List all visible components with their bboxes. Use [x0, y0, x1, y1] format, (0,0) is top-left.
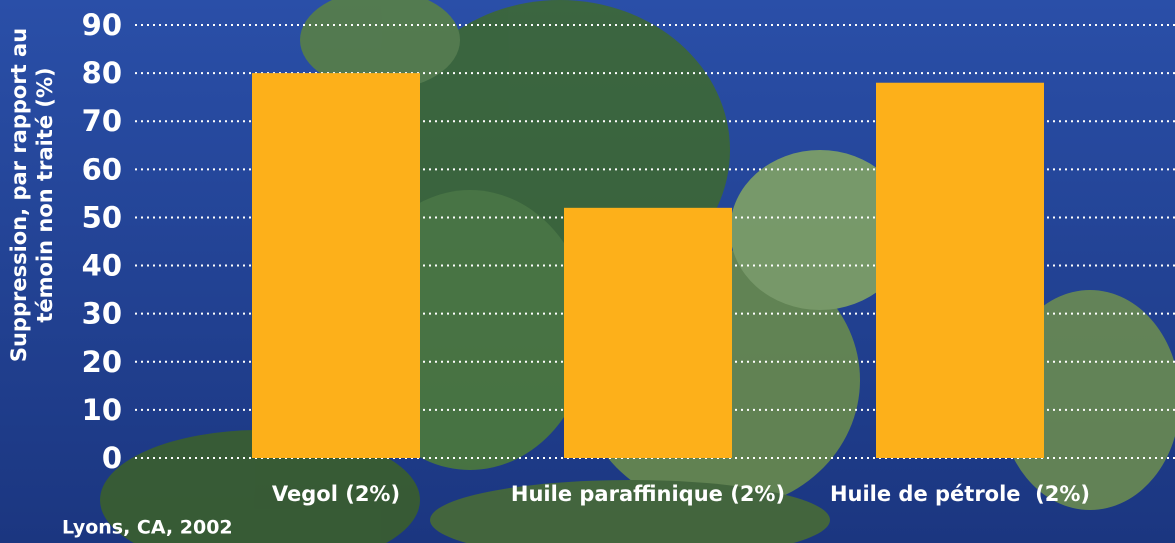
- source-note: Lyons, CA, 2002: [62, 517, 233, 539]
- y-tick-label: 40: [82, 249, 122, 283]
- y-tick-label: 30: [82, 297, 122, 331]
- bar: [564, 207, 732, 458]
- y-tick-label: 10: [82, 393, 122, 427]
- bar: [252, 73, 420, 458]
- y-tick-label: 80: [82, 56, 122, 90]
- x-tick-label: Vegol (2%): [272, 482, 400, 506]
- x-tick-label: Huile de pétrole (2%): [830, 482, 1090, 506]
- x-tick-label: Huile paraffinique (2%): [511, 482, 785, 506]
- bar: [876, 82, 1044, 458]
- y-tick-label: 0: [102, 441, 122, 475]
- y-tick-label: 90: [82, 8, 122, 42]
- y-tick-label: 50: [82, 200, 122, 234]
- y-tick-label: 20: [82, 345, 122, 379]
- y-tick-label: 60: [82, 152, 122, 186]
- y-tick-label: 70: [82, 104, 122, 138]
- y-axis-label: Suppression, par rapport au: [7, 28, 31, 362]
- y-axis-label: témoin non traité (%): [33, 67, 57, 322]
